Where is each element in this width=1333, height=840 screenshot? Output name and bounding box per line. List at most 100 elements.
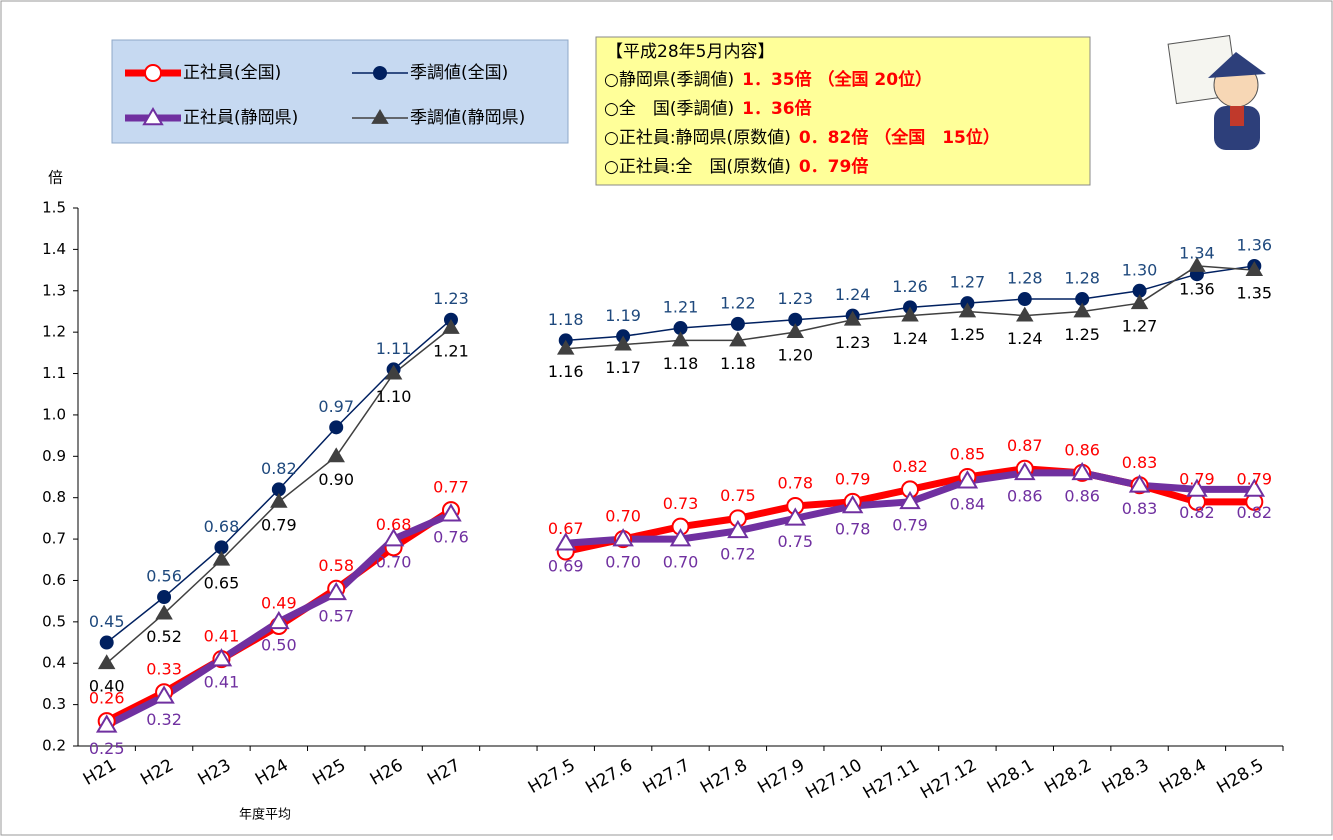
data-label: 0.85: [950, 445, 986, 464]
data-label: 1.10: [376, 387, 412, 406]
data-label: 1.18: [663, 354, 699, 373]
data-label: 0.78: [777, 473, 813, 492]
data-label: 0.82: [1236, 503, 1272, 522]
y-tick-label: 0.3: [42, 695, 66, 713]
data-label: 0.79: [261, 515, 297, 534]
legend-label: 季調値(静岡県): [410, 108, 525, 128]
y-tick-label: 1.4: [42, 240, 66, 258]
data-label: 1.23: [835, 333, 871, 352]
data-point: [1019, 293, 1031, 305]
data-label: 0.84: [950, 495, 986, 514]
data-label: 0.65: [204, 573, 240, 592]
y-unit: 倍: [48, 169, 63, 187]
info-line: ○正社員:全 国(原数値)0．79倍: [604, 156, 868, 177]
y-tick-label: 1.3: [42, 281, 66, 299]
data-label: 0.82: [892, 457, 928, 476]
data-label: 0.41: [204, 673, 240, 692]
y-tick-label: 1.0: [42, 405, 66, 423]
data-label: 1.22: [720, 293, 756, 312]
data-label: 0.68: [376, 515, 412, 534]
data-label: 0.41: [204, 627, 240, 646]
data-label: 0.83: [1122, 453, 1158, 472]
y-tick-label: 1.2: [42, 323, 66, 341]
y-tick-label: 0.5: [42, 612, 66, 630]
data-label: 1.21: [663, 298, 699, 317]
x-note: 年度平均: [239, 807, 291, 823]
legend-label: 正社員(静岡県): [183, 108, 298, 128]
data-label: 1.28: [1064, 269, 1100, 288]
data-label: 0.49: [261, 593, 297, 612]
data-label: 0.83: [1122, 499, 1158, 518]
data-label: 0.86: [1007, 486, 1043, 505]
info-label: ○静岡県(季調値): [604, 70, 734, 90]
data-label: 0.82: [261, 459, 297, 478]
y-tick-label: 0.4: [42, 654, 66, 672]
legend-marker: [145, 65, 161, 81]
data-label: 1.21: [433, 342, 469, 361]
info-label: ○正社員:静岡県(原数値): [604, 128, 791, 148]
data-label: 1.25: [950, 325, 986, 344]
data-label: 0.97: [318, 397, 354, 416]
data-label: 0.86: [1064, 486, 1100, 505]
info-value: 1．36倍: [742, 98, 812, 119]
data-label: 1.27: [1122, 317, 1158, 336]
data-label: 1.28: [1007, 269, 1043, 288]
data-label: 0.57: [318, 606, 354, 625]
data-label: 1.18: [548, 310, 584, 329]
y-tick-label: 1.5: [42, 199, 66, 217]
legend-label: 季調値(全国): [410, 63, 508, 83]
data-label: 1.24: [892, 329, 928, 348]
data-label: 1.36: [1236, 235, 1272, 254]
data-label: 0.73: [663, 494, 699, 513]
data-label: 1.19: [605, 306, 641, 325]
y-tick-label: 0.9: [42, 447, 66, 465]
chart: 倍 年度平均 0.20.30.40.50.60.70.80.91.01.11.2…: [0, 0, 1333, 836]
info-line: ○全 国(季調値)1．36倍: [604, 98, 812, 119]
data-label: 0.82: [1179, 503, 1215, 522]
y-tick-label: 1.1: [42, 364, 66, 382]
data-label: 0.45: [89, 612, 125, 631]
data-label: 1.26: [892, 277, 928, 296]
info-value: 0．82倍 （全国 15位）: [799, 127, 1000, 148]
data-label: 1.16: [548, 362, 584, 381]
data-label: 0.76: [433, 528, 469, 547]
data-label: 0.40: [89, 677, 125, 696]
data-label: 0.86: [1064, 440, 1100, 459]
data-label: 0.72: [720, 544, 756, 563]
y-tick-label: 0.7: [42, 530, 66, 548]
data-label: 1.27: [950, 273, 986, 292]
data-label: 0.32: [146, 710, 182, 729]
data-label: 1.24: [1007, 329, 1043, 348]
data-label: 1.34: [1179, 244, 1215, 263]
info-value: 0．79倍: [799, 156, 869, 177]
data-label: 0.69: [548, 557, 584, 576]
info-value: 1．35倍 （全国 20位）: [742, 69, 932, 90]
data-label: 0.70: [376, 553, 412, 572]
info-title: 【平成28年5月内容】: [606, 42, 774, 62]
data-label: 1.25: [1064, 325, 1100, 344]
y-tick-label: 0.2: [42, 737, 66, 755]
data-label: 0.87: [1007, 436, 1043, 455]
data-label: 0.50: [261, 635, 297, 654]
data-label: 0.90: [318, 470, 354, 489]
y-tick-label: 0.6: [42, 571, 66, 589]
data-label: 0.75: [720, 486, 756, 505]
data-label: 1.23: [433, 289, 469, 308]
data-label: 1.18: [720, 354, 756, 373]
data-label: 1.36: [1179, 279, 1215, 298]
data-label: 0.70: [663, 553, 699, 572]
data-label: 1.11: [376, 339, 412, 358]
data-label: 1.20: [777, 346, 813, 365]
data-label: 0.78: [835, 519, 871, 538]
data-label: 0.77: [433, 478, 469, 497]
data-label: 0.56: [146, 567, 182, 586]
data-point: [732, 318, 744, 330]
legend-marker: [374, 67, 386, 79]
data-label: 1.23: [777, 289, 813, 308]
data-label: 0.58: [318, 556, 354, 575]
info-line: ○静岡県(季調値) 1．35倍 （全国 20位）: [604, 69, 932, 90]
info-line: ○正社員:静岡県(原数値) 0．82倍 （全国 15位）: [604, 127, 1000, 148]
page: 倍 年度平均 0.20.30.40.50.60.70.80.91.01.11.2…: [0, 0, 1333, 840]
data-point: [101, 637, 113, 649]
data-label: 1.24: [835, 285, 871, 304]
